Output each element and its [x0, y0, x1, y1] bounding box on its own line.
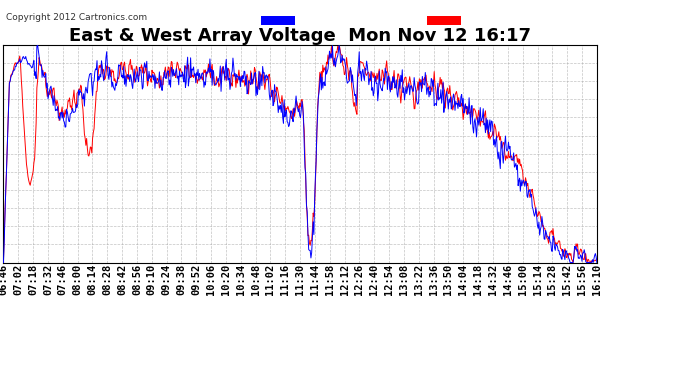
Title: East & West Array Voltage  Mon Nov 12 16:17: East & West Array Voltage Mon Nov 12 16:… — [69, 27, 531, 45]
Text: Copyright 2012 Cartronics.com: Copyright 2012 Cartronics.com — [6, 13, 147, 22]
Legend: East Array  (DC Volts), West Array  (DC Volts): East Array (DC Volts), West Array (DC Vo… — [261, 16, 592, 26]
